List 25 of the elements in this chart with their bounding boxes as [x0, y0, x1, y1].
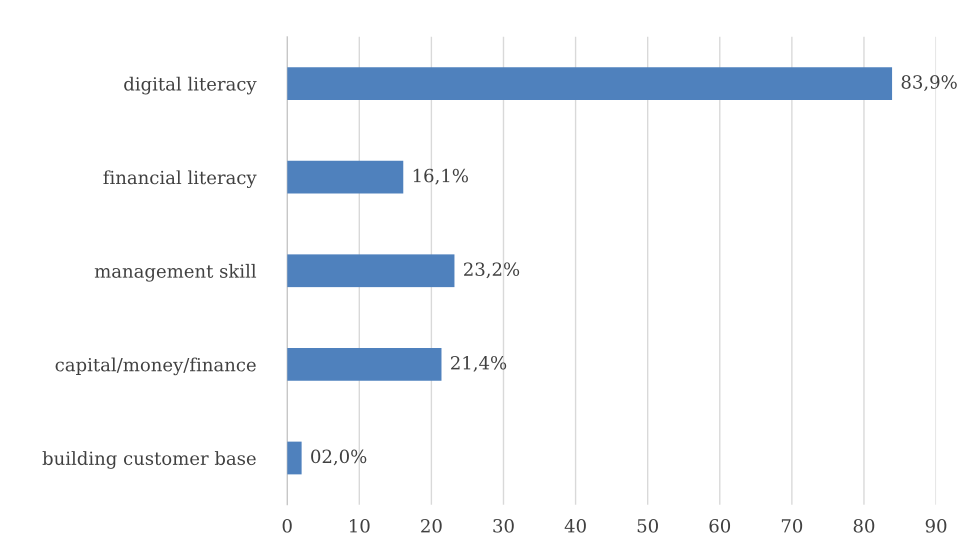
x-tick-label: 70	[782, 518, 802, 533]
y-tick-label: capital/money/finance	[56, 358, 256, 376]
bar	[287, 442, 302, 474]
x-tick-label: 0	[282, 518, 292, 533]
data-label: 16,1%	[414, 168, 468, 185]
x-tick-label: 80	[854, 518, 874, 533]
bar	[287, 254, 454, 288]
x-tick-label: 10	[350, 518, 370, 533]
x-tick-label: 60	[709, 518, 730, 533]
y-tick-label: building customer base	[42, 451, 256, 469]
x-tick-label: 30	[493, 518, 514, 533]
data-label: 21,4%	[451, 356, 506, 372]
x-tick-label: 40	[564, 518, 586, 533]
data-label: 02,0%	[311, 450, 366, 466]
y-tick-label: digital literacy	[124, 76, 257, 94]
bar	[287, 67, 892, 100]
bar	[287, 160, 404, 194]
bar	[287, 348, 442, 381]
x-tick-label: 20	[421, 518, 442, 533]
y-tick-label: financial literacy	[103, 170, 257, 188]
data-label: 23,2%	[464, 262, 520, 278]
data-label: 83,9%	[902, 75, 957, 92]
x-tick-label: 90	[926, 518, 946, 533]
x-tick-label: 50	[638, 518, 658, 533]
y-tick-label: management skill	[94, 264, 256, 282]
